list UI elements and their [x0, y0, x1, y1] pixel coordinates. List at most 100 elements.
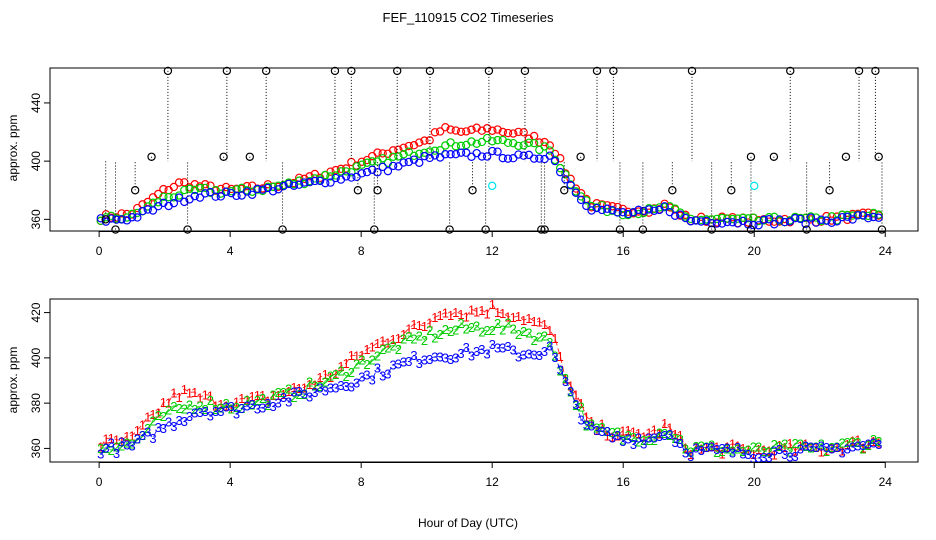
bottom-series-1-point: 1: [374, 336, 381, 351]
top-series-2-point: [164, 192, 173, 202]
top-series-1-point: [451, 126, 460, 135]
bottom-series-3-point: 3: [781, 447, 788, 462]
top-series-2-point: [540, 142, 549, 151]
bottom-series-1-point: 1: [400, 327, 407, 342]
bottom-series-1-point: 1: [687, 447, 694, 462]
bottom-series-1-point: 1: [228, 401, 235, 416]
bottom-series-1-point: 1: [217, 397, 224, 412]
bottom-series-2-point: 2: [557, 364, 564, 379]
bottom-series-2-point: 2: [108, 443, 115, 458]
top-spikes-point: [147, 152, 156, 161]
top-series-3-point: [780, 217, 789, 227]
bottom-series-3-point: 3: [698, 443, 705, 458]
bottom-series-3-point: 3: [348, 380, 355, 395]
bottom-series-2-point: 2: [343, 369, 350, 384]
top-y-tick-label: 440: [29, 93, 43, 113]
bottom-series-1-point: 1: [583, 410, 590, 425]
top-series-2-point: [404, 147, 414, 156]
top-cyan-points-point: [750, 181, 759, 191]
top-spikes-point: [560, 186, 569, 195]
bottom-series-3-point: 3: [123, 438, 130, 453]
bottom-series-1-point: 1: [750, 447, 757, 462]
bottom-y-tick-label: 420: [29, 302, 43, 322]
bottom-series-3-point: 3: [671, 435, 678, 450]
bottom-series-2-point: 2: [478, 324, 485, 339]
bottom-series-3-point: 3: [264, 396, 271, 411]
bottom-series-2-point: 2: [499, 322, 506, 337]
bottom-series-1-point: 1: [604, 429, 611, 444]
bottom-series-3-point: 3: [275, 395, 282, 410]
bottom-series-1-point: 1: [468, 302, 475, 317]
bottom-series-2-point: 2: [865, 438, 872, 453]
bottom-series-3-point: 3: [760, 450, 767, 465]
top-series-1-point: [482, 124, 492, 133]
top-series-3-point: [623, 209, 633, 219]
bottom-series-1-point: 1: [494, 305, 501, 320]
bottom-series-3-point: 3: [416, 356, 423, 371]
bottom-series-3-point: 3: [708, 440, 715, 455]
bottom-series-2-point: 2: [640, 433, 647, 448]
top-series-3-point: [592, 203, 601, 213]
bottom-series-3-point: 3: [520, 347, 527, 362]
bottom-y-tick-label: 360: [29, 438, 43, 458]
top-series-3-point: [211, 192, 220, 201]
bottom-series-1-point: 1: [431, 310, 438, 325]
bottom-series-2-point: 2: [734, 441, 741, 456]
top-series-1-point: [263, 180, 273, 189]
top-series-3-point: [629, 208, 638, 217]
bottom-series-2-point: 2: [536, 329, 543, 344]
bottom-series-3-point: 3: [134, 432, 141, 447]
bottom-series-3-point: 3: [541, 344, 548, 359]
bottom-series-2-point: 2: [327, 369, 334, 384]
top-series-2-point: [462, 140, 471, 150]
bottom-series-2-point: 2: [797, 437, 804, 452]
top-series-1-point: [435, 127, 445, 136]
bottom-series-1-point: 1: [484, 306, 491, 321]
bottom-series-2-point: 2: [682, 441, 689, 456]
top-series-3-point: [247, 190, 257, 199]
bottom-series-2-point: 2: [395, 342, 402, 357]
bottom-series-2-point: 2: [442, 322, 449, 337]
top-series-3-point: [618, 207, 628, 217]
bottom-series-2-point: 2: [202, 402, 209, 417]
bottom-y-tick-label: 380: [29, 393, 43, 413]
bottom-series-3-point: 3: [567, 384, 574, 399]
top-spikes-point: [245, 152, 255, 161]
top-series-1-point: [117, 209, 126, 218]
top-series-1-point: [305, 172, 314, 181]
bottom-series-2-point: 2: [666, 428, 673, 443]
top-spikes-point: [101, 215, 110, 224]
bottom-series-1-point: 1: [238, 391, 245, 406]
top-series-2-point: [394, 152, 403, 161]
bottom-series-3-point: 3: [562, 374, 569, 389]
bottom-series-1-point: 1: [786, 436, 793, 451]
bottom-series-2-point: 2: [155, 408, 162, 423]
bottom-series-2-point: 2: [222, 396, 229, 411]
bottom-series-2-point: 2: [828, 440, 835, 455]
bottom-series-3-point: 3: [400, 355, 407, 370]
bottom-series-3-point: 3: [175, 413, 182, 428]
top-series-1-point: [462, 127, 471, 136]
bottom-series-2-point: 2: [598, 420, 605, 435]
top-y-tick-label: 360: [29, 209, 43, 229]
bottom-series-3-point: 3: [322, 384, 329, 399]
bottom-series-1-point: 1: [525, 311, 532, 326]
bottom-series-2-point: 2: [296, 387, 303, 402]
bottom-series-2-point: 2: [515, 327, 522, 342]
bottom-series-3-point: 3: [196, 405, 203, 420]
bottom-series-1-point: 1: [504, 310, 511, 325]
top-series-2-point: [415, 149, 424, 159]
top-series-3-point: [383, 166, 393, 176]
bottom-series-3-point: 3: [405, 354, 412, 369]
top-series-3-point: [691, 216, 701, 225]
top-series-3-point: [206, 187, 215, 197]
top-spikes-point: [520, 66, 530, 76]
bottom-series-2-point: 2: [212, 402, 219, 417]
bottom-series-3-point: 3: [593, 423, 600, 438]
top-series-1-point: [331, 165, 340, 175]
top-series-2-point: [869, 208, 878, 218]
top-spikes-point: [746, 152, 756, 161]
top-series-3-point: [279, 181, 288, 191]
bottom-series-3-point: 3: [870, 436, 877, 451]
